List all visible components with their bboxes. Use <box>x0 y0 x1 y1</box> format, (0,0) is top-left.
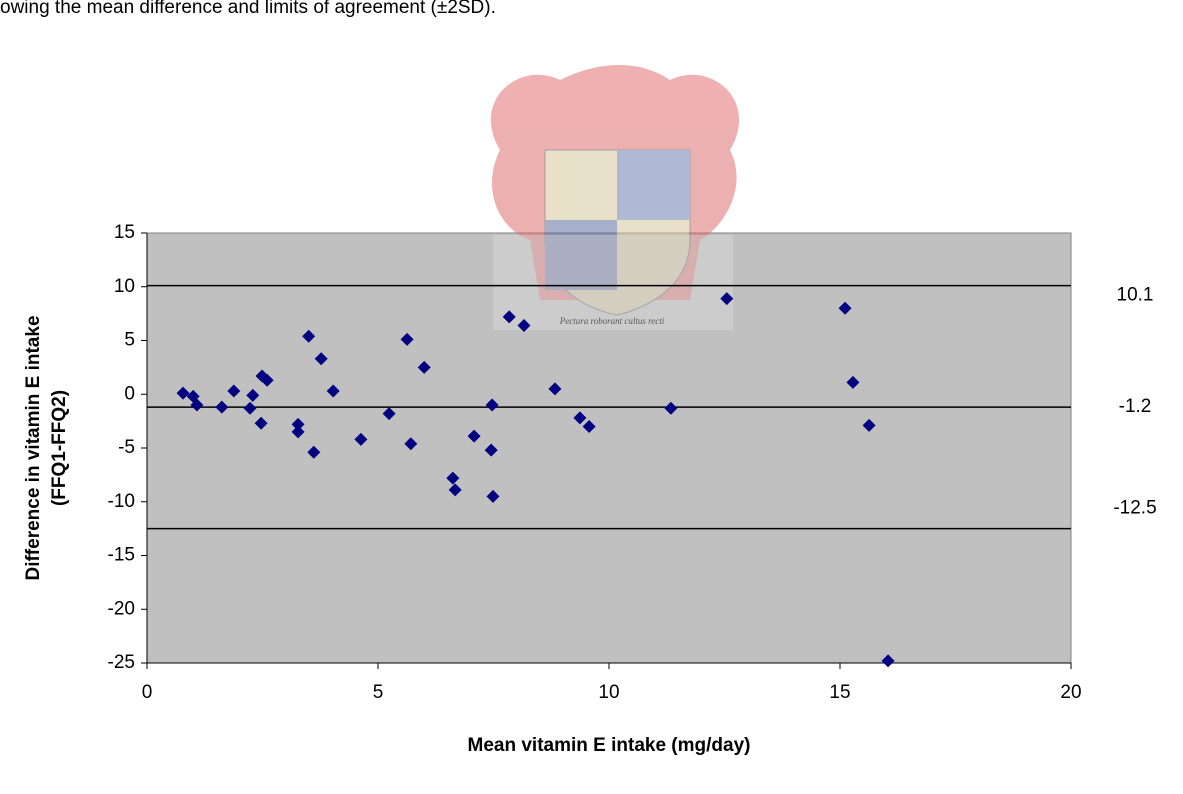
data-point <box>502 310 516 324</box>
data-point <box>862 418 876 432</box>
crest-quarter <box>545 220 617 290</box>
reference-label: -12.5 <box>1113 498 1156 519</box>
caption: owing the mean difference and limits of … <box>0 0 496 18</box>
data-point <box>881 654 895 668</box>
x-tick-label: 10 <box>598 682 619 703</box>
y-tick-label: 0 <box>124 383 135 404</box>
data-point <box>314 352 328 366</box>
y-tick-label: -5 <box>118 437 135 458</box>
data-point <box>582 420 596 433</box>
y-tick-label: 5 <box>124 330 135 351</box>
data-point <box>246 388 260 402</box>
y-tick-label: 10 <box>114 276 135 297</box>
y-tick-label: -20 <box>108 598 135 619</box>
x-axis-title: Mean vitamin E intake (mg/day) <box>468 735 751 756</box>
watermark: Pectura roborant cultus recti <box>490 65 740 330</box>
data-point <box>404 437 418 451</box>
y-tick-label: -25 <box>108 652 135 673</box>
y-tick-label: -15 <box>108 545 135 566</box>
data-point <box>838 301 852 315</box>
data-point <box>846 375 860 389</box>
data-point <box>227 384 241 398</box>
x-tick-label: 15 <box>829 682 850 703</box>
data-point <box>467 429 481 443</box>
data-point <box>485 398 499 412</box>
data-point <box>307 445 321 459</box>
x-tick-label: 5 <box>373 682 384 703</box>
x-tick-label: 0 <box>142 682 153 703</box>
data-point <box>243 401 257 415</box>
data-point <box>326 384 340 398</box>
crest-quarter <box>617 150 690 220</box>
y-tick-label: -10 <box>108 491 135 512</box>
watermark-motto: Pectura roborant cultus recti <box>559 316 665 326</box>
y-tick-label: 15 <box>114 222 135 243</box>
data-point <box>254 416 268 430</box>
x-tick-label: 20 <box>1060 682 1081 703</box>
data-point <box>448 483 462 497</box>
data-point <box>382 407 396 421</box>
data-point <box>190 398 204 412</box>
data-point <box>517 318 531 332</box>
y-axis-title: Difference in vitamin E intake <box>23 315 44 580</box>
data-point <box>354 432 368 446</box>
data-point <box>400 332 414 346</box>
data-point <box>486 489 500 503</box>
data-point <box>260 373 274 387</box>
data-point <box>302 329 316 343</box>
y-axis-title: (FFQ1-FFQ2) <box>49 390 70 506</box>
data-point <box>720 292 734 306</box>
data-point <box>176 386 190 400</box>
data-point <box>291 417 305 431</box>
data-point <box>417 360 431 374</box>
data-point <box>215 400 229 414</box>
data-point <box>446 471 460 485</box>
reference-label: 10.1 <box>1117 285 1154 306</box>
data-point <box>291 425 305 439</box>
data-point <box>548 382 562 396</box>
data-point <box>484 443 498 457</box>
data-point <box>664 401 678 415</box>
data-point <box>573 411 587 425</box>
reference-label: -1.2 <box>1119 396 1152 417</box>
watermark-band <box>493 235 733 330</box>
